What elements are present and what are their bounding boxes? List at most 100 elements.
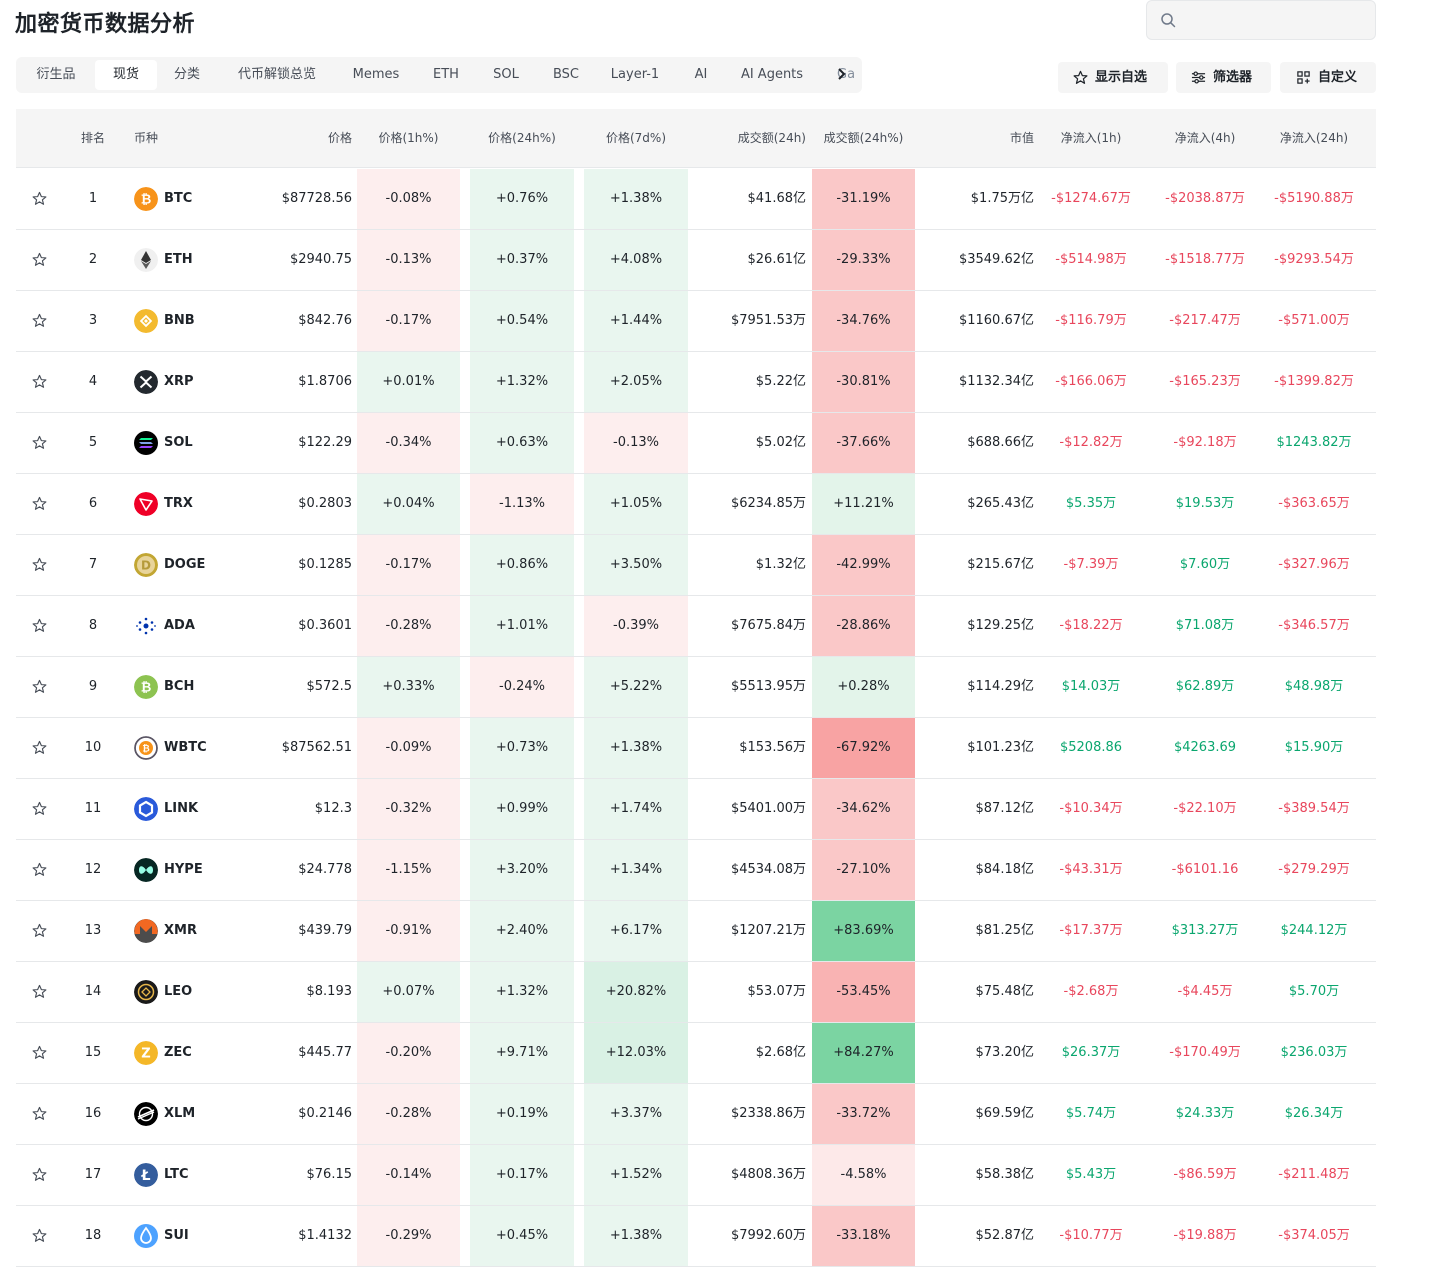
coin-symbol[interactable]: ADA — [164, 618, 195, 633]
chevron-right-icon[interactable] — [837, 66, 847, 82]
market-cap-cell: $101.23亿 — [967, 740, 1034, 755]
col-rank[interactable]: 排名 — [80, 131, 105, 145]
coin-symbol[interactable]: BNB — [164, 313, 195, 328]
netflow-1h-cell: -$166.06万 — [1055, 374, 1127, 389]
star-icon[interactable] — [32, 191, 47, 206]
coin-symbol[interactable]: ZEC — [164, 1045, 192, 1060]
coin-symbol[interactable]: BCH — [164, 679, 195, 694]
col-netflow-24h[interactable]: 净流入(24h) — [1279, 131, 1349, 145]
star-icon[interactable] — [32, 252, 47, 267]
table-row[interactable]: 6 TRX $0.2803 +0.04% -1.13% +1.05% $6234.85万 +1… — [16, 474, 1376, 535]
col-market-cap[interactable]: 市值 — [1009, 131, 1034, 145]
star-icon[interactable] — [32, 984, 47, 999]
filter-button[interactable]: 筛选器 — [1176, 62, 1271, 93]
volume-cell: $7992.60万 — [730, 1228, 806, 1243]
star-icon[interactable] — [32, 435, 47, 450]
tab-代币解锁总览[interactable]: 代币解锁总览 — [237, 67, 316, 82]
tab-memes[interactable]: Memes — [352, 67, 400, 82]
tab-sol[interactable]: SOL — [493, 67, 519, 82]
netflow-1h-cell: -$12.82万 — [1059, 435, 1123, 450]
col-change-7d[interactable]: 价格(7d%) — [605, 131, 667, 145]
change-24h-cell: +9.71% — [470, 1023, 574, 1083]
col-volume-change[interactable]: 成交额(24h%) — [823, 131, 904, 145]
star-icon[interactable] — [32, 1228, 47, 1243]
search-box[interactable] — [1146, 0, 1376, 40]
table-row[interactable]: 18 SUI $1.4132 -0.29% +0.45% +1.38% $7992.60万 -… — [16, 1206, 1376, 1267]
star-icon[interactable] — [32, 801, 47, 816]
table-row[interactable]: 3 BNB $842.76 -0.17% +0.54% +1.44% $7951.53万 -3… — [16, 291, 1376, 352]
table-row[interactable]: 10 ₿ WBTC $87562.51 -0.09% +0.73% +1.38% $153.5… — [16, 718, 1376, 779]
star-icon[interactable] — [32, 557, 47, 572]
coin-symbol[interactable]: SOL — [164, 435, 193, 450]
coin-symbol[interactable]: XMR — [164, 923, 197, 938]
star-icon[interactable] — [32, 679, 47, 694]
star-icon[interactable] — [32, 1167, 47, 1182]
star-icon[interactable] — [32, 1106, 47, 1121]
volume-change-cell: -27.10% — [812, 840, 915, 900]
show-watchlist-button[interactable]: 显示自选 — [1058, 62, 1168, 93]
tab-bsc[interactable]: BSC — [552, 67, 580, 82]
rank-cell: 8 — [88, 618, 98, 633]
rank-cell: 9 — [88, 679, 98, 694]
coin-symbol[interactable]: TRX — [164, 496, 193, 511]
star-icon[interactable] — [32, 374, 47, 389]
table-row[interactable]: 13 XMR $439.79 -0.91% +2.40% +6.17% $1207.21万 +… — [16, 901, 1376, 962]
coin-symbol[interactable]: HYPE — [164, 862, 203, 877]
coin-symbol[interactable]: XRP — [164, 374, 194, 389]
table-row[interactable]: 17 Ł LTC $76.15 -0.14% +0.17% +1.52% $4808.36万 -… — [16, 1145, 1376, 1206]
star-icon[interactable] — [32, 313, 47, 328]
star-icon[interactable] — [32, 862, 47, 877]
table-row[interactable]: 2 ETH $2940.75 -0.13% +0.37% +4.08% $26.61亿 -29… — [16, 230, 1376, 291]
star-icon[interactable] — [32, 496, 47, 511]
coin-symbol[interactable]: XLM — [164, 1106, 196, 1121]
tab-现货[interactable]: 现货 — [95, 60, 157, 90]
col-change-1h[interactable]: 价格(1h%) — [378, 131, 439, 145]
star-icon[interactable] — [32, 618, 47, 633]
table-row[interactable]: 5 SOL $122.29 -0.34% +0.63% -0.13% $5.02亿 -37.6… — [16, 413, 1376, 474]
change-1h-cell: -0.17% — [357, 535, 460, 595]
star-icon[interactable] — [32, 740, 47, 755]
coin-symbol[interactable]: SUI — [164, 1228, 189, 1243]
table-row[interactable]: 7 D DOGE $0.1285 -0.17% +0.86% +3.50% $1.32亿 -42… — [16, 535, 1376, 596]
customize-button[interactable]: 自定义 — [1280, 62, 1376, 93]
tab-ai-agents[interactable]: AI Agents — [740, 67, 804, 82]
coin-symbol[interactable]: ETH — [164, 252, 193, 267]
table-row[interactable]: 11 LINK $12.3 -0.32% +0.99% +1.74% $5401.00万 -3… — [16, 779, 1376, 840]
coin-symbol[interactable]: LEO — [164, 984, 193, 999]
table-row[interactable]: 14 LEO $8.193 +0.07% +1.32% +20.82% $53.07万 -53… — [16, 962, 1376, 1023]
search-input[interactable] — [1185, 7, 1365, 33]
tab-layer-1[interactable]: Layer-1 — [610, 67, 660, 82]
price-cell: $0.1285 — [298, 557, 352, 572]
netflow-24h-cell: $26.34万 — [1284, 1106, 1344, 1121]
coin-symbol[interactable]: WBTC — [164, 740, 207, 755]
tab-eth[interactable]: ETH — [433, 67, 459, 82]
table-row[interactable]: 12 HYPE $24.778 -1.15% +3.20% +1.34% $4534.08万… — [16, 840, 1376, 901]
table-row[interactable]: 9 ₿ BCH $572.5 +0.33% -0.24% +5.22% $5513.95万 +0… — [16, 657, 1376, 718]
table-row[interactable]: 8 ADA $0.3601 -0.28% +1.01% -0.39% $7675.84万 -2… — [16, 596, 1376, 657]
netflow-4h-cell: $71.08万 — [1175, 618, 1235, 633]
change-24h-cell: +0.37% — [470, 230, 574, 290]
col-change-24h[interactable]: 价格(24h%) — [488, 131, 556, 145]
market-cap-cell: $58.38亿 — [975, 1167, 1035, 1182]
col-netflow-4h[interactable]: 净流入(4h) — [1174, 131, 1236, 145]
coin-symbol[interactable]: LINK — [164, 801, 199, 816]
table-row[interactable]: 1 ₿ BTC $87728.56 -0.08% +0.76% +1.38% $41.68亿 -… — [16, 169, 1376, 230]
coin-symbol[interactable]: LTC — [164, 1167, 189, 1182]
table-row[interactable]: 4 XRP $1.8706 +0.01% +1.32% +2.05% $5.22亿 -30.8… — [16, 352, 1376, 413]
col-volume-24h[interactable]: 成交额(24h) — [737, 131, 806, 145]
col-price[interactable]: 价格 — [327, 131, 352, 145]
volume-change-cell: +83.69% — [812, 901, 915, 961]
col-coin[interactable]: 币种 — [134, 131, 159, 145]
star-icon[interactable] — [32, 923, 47, 938]
table-row[interactable]: 16 XLM $0.2146 -0.28% +0.19% +3.37% $2338.86万 -… — [16, 1084, 1376, 1145]
col-netflow-1h[interactable]: 净流入(1h) — [1060, 131, 1122, 145]
market-cap-cell: $3549.62亿 — [958, 252, 1034, 267]
tab-分类[interactable]: 分类 — [173, 67, 200, 82]
tab-衍生品[interactable]: 衍生品 — [36, 67, 76, 82]
table-row[interactable]: 15 Z ZEC $445.77 -0.20% +9.71% +12.03% $2.68亿 +8… — [16, 1023, 1376, 1084]
coin-symbol[interactable]: DOGE — [164, 557, 206, 572]
star-icon[interactable] — [32, 1045, 47, 1060]
svg-text:₿: ₿ — [141, 681, 152, 696]
tab-ai[interactable]: AI — [694, 67, 708, 82]
coin-symbol[interactable]: BTC — [164, 191, 193, 206]
